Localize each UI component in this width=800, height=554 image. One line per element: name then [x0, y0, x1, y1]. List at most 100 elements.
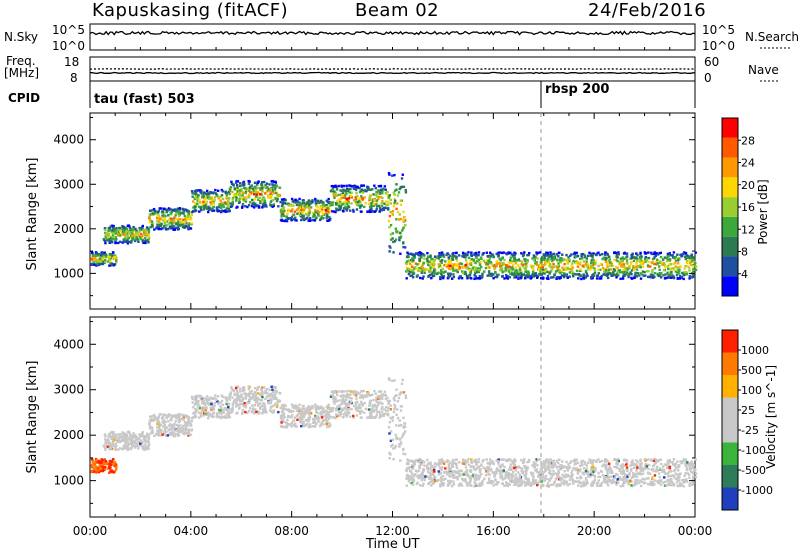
power-point: [412, 259, 415, 262]
velocity-point: [91, 461, 95, 464]
power-point: [90, 251, 94, 254]
power-point: [115, 258, 118, 261]
velocity-point: [662, 481, 665, 484]
power-point: [625, 252, 628, 255]
power-point: [468, 262, 472, 266]
power-point: [302, 214, 305, 218]
power-point: [563, 262, 566, 266]
power-point: [543, 259, 546, 263]
velocity-point: [589, 473, 593, 476]
velocity-point: [185, 415, 189, 419]
power-point: [113, 254, 117, 257]
power-point: [613, 258, 616, 262]
power-point: [234, 181, 238, 184]
velocity-point: [411, 467, 414, 470]
power-point: [381, 199, 384, 203]
velocity-point: [377, 410, 381, 413]
velocity-point: [301, 422, 305, 426]
power-point: [514, 262, 518, 265]
velocity-point: [321, 409, 325, 412]
velocity-point: [124, 447, 127, 450]
velocity-point: [92, 470, 96, 474]
velocity-point: [250, 396, 254, 400]
power-point: [464, 272, 468, 276]
power-point: [404, 191, 408, 194]
power-point: [597, 272, 601, 275]
power-point: [433, 263, 436, 266]
velocity-point: [235, 399, 239, 402]
power-point: [130, 234, 134, 238]
velocity-point: [396, 399, 400, 403]
power-point: [385, 203, 388, 207]
power-point: [207, 208, 211, 211]
power-point: [423, 254, 426, 257]
power-point: [319, 206, 322, 210]
velocity-point: [291, 405, 295, 409]
power-point: [620, 263, 624, 266]
power-point: [173, 209, 176, 212]
power-point: [440, 274, 444, 277]
power-point: [97, 252, 101, 256]
velocity-point: [315, 410, 318, 413]
velocity-point: [345, 393, 349, 396]
power-point: [254, 190, 257, 194]
power-point: [308, 219, 312, 223]
velocity-point: [192, 415, 196, 419]
power-point: [625, 256, 628, 259]
velocity-point: [167, 413, 171, 416]
power-point: [186, 214, 190, 217]
power-point: [439, 277, 442, 281]
velocity-point: [379, 394, 383, 397]
power-point: [104, 228, 107, 232]
velocity-point: [104, 460, 107, 463]
power-point: [354, 196, 357, 199]
velocity-point: [244, 392, 247, 396]
power-point: [213, 195, 217, 199]
velocity-point: [570, 460, 573, 463]
power-point: [481, 272, 484, 276]
power-point: [442, 255, 446, 259]
power-point: [110, 236, 113, 240]
velocity-point: [234, 398, 237, 401]
velocity-point: [368, 415, 372, 418]
velocity-point: [369, 401, 372, 404]
power-point: [625, 259, 629, 262]
velocity-point: [203, 397, 206, 400]
power-point: [616, 255, 619, 259]
power-point: [580, 277, 583, 281]
velocity-point: [176, 432, 180, 436]
power-point: [422, 275, 425, 278]
power-point: [394, 199, 397, 202]
velocity-point: [370, 410, 373, 414]
power-point: [464, 252, 467, 255]
power-point: [470, 257, 473, 261]
power-point: [505, 264, 508, 267]
power-point: [666, 272, 670, 275]
velocity-point: [124, 444, 128, 447]
power-point: [683, 267, 686, 270]
velocity-point: [252, 407, 255, 410]
velocity-point: [394, 433, 398, 437]
power-point: [94, 260, 97, 263]
velocity-point: [327, 416, 330, 419]
velocity-point: [538, 458, 542, 461]
velocity-point: [278, 391, 281, 395]
power-point: [335, 194, 338, 197]
power-point: [164, 227, 167, 230]
velocity-point: [103, 458, 106, 461]
power-point: [586, 254, 590, 258]
power-point: [254, 189, 258, 192]
velocity-point: [447, 465, 451, 468]
velocity-point: [346, 412, 349, 416]
power-point: [285, 215, 288, 219]
power-point: [347, 202, 350, 205]
power-point: [420, 256, 423, 259]
power-point: [434, 269, 437, 272]
power-point: [672, 275, 675, 279]
velocity-point: [668, 470, 671, 473]
velocity-point: [534, 479, 538, 482]
power-point: [254, 202, 257, 205]
velocity-point: [307, 412, 311, 415]
velocity-point: [378, 412, 382, 416]
velocity-point: [160, 428, 163, 432]
